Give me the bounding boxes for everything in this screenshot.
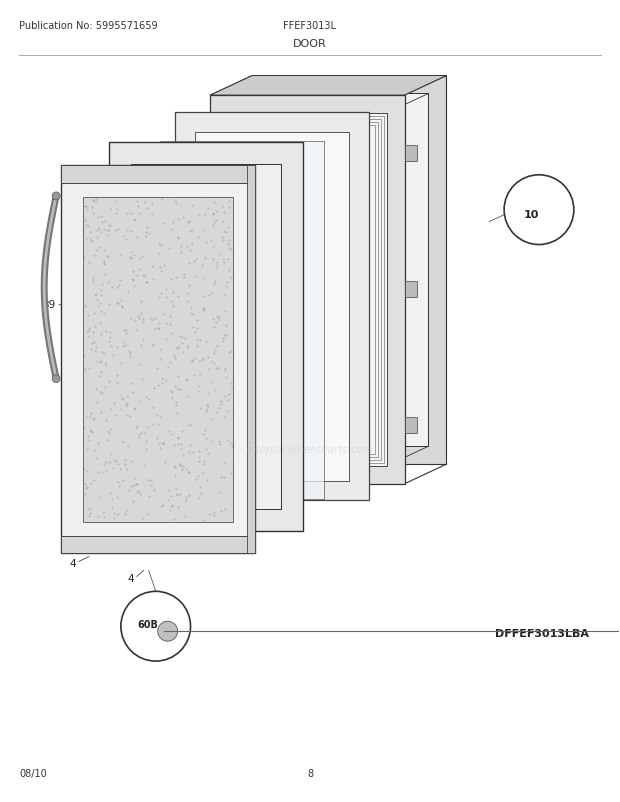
Polygon shape: [61, 165, 255, 553]
Circle shape: [157, 622, 177, 642]
Polygon shape: [61, 536, 255, 553]
Text: 8: 8: [317, 474, 323, 484]
Text: eReplacementParts.com: eReplacementParts.com: [246, 444, 374, 454]
Polygon shape: [160, 141, 324, 500]
Circle shape: [52, 192, 60, 200]
Text: 17: 17: [264, 235, 277, 245]
Text: 39: 39: [43, 300, 56, 310]
Text: DFFEF3013LBA: DFFEF3013LBA: [495, 629, 589, 638]
Polygon shape: [61, 165, 255, 184]
Text: 3: 3: [225, 514, 232, 524]
Text: 08/10: 08/10: [19, 768, 47, 778]
Text: FFEF3013L: FFEF3013L: [283, 22, 337, 31]
Text: 9: 9: [347, 171, 353, 180]
Text: 10: 10: [523, 209, 539, 220]
Circle shape: [52, 375, 60, 383]
Polygon shape: [405, 282, 417, 298]
Text: 52: 52: [99, 288, 113, 298]
Text: 4: 4: [70, 559, 76, 569]
Polygon shape: [131, 165, 281, 509]
Text: Publication No: 5995571659: Publication No: 5995571659: [19, 22, 158, 31]
Polygon shape: [247, 165, 255, 553]
Text: 8: 8: [307, 768, 313, 778]
Polygon shape: [175, 112, 369, 500]
Circle shape: [121, 592, 190, 662]
Text: 6: 6: [207, 223, 214, 233]
Polygon shape: [210, 96, 405, 484]
Polygon shape: [252, 76, 446, 464]
Text: DOOR: DOOR: [293, 39, 327, 49]
Text: 4: 4: [128, 573, 134, 584]
Text: 60B: 60B: [137, 619, 158, 630]
Text: 12: 12: [401, 154, 414, 164]
Polygon shape: [270, 95, 428, 447]
Polygon shape: [228, 114, 387, 466]
Text: 8: 8: [317, 439, 323, 449]
Polygon shape: [210, 76, 446, 96]
Polygon shape: [195, 132, 349, 481]
Polygon shape: [109, 144, 303, 532]
Polygon shape: [405, 418, 417, 434]
Polygon shape: [405, 146, 417, 162]
Circle shape: [504, 176, 574, 245]
Polygon shape: [83, 197, 233, 522]
